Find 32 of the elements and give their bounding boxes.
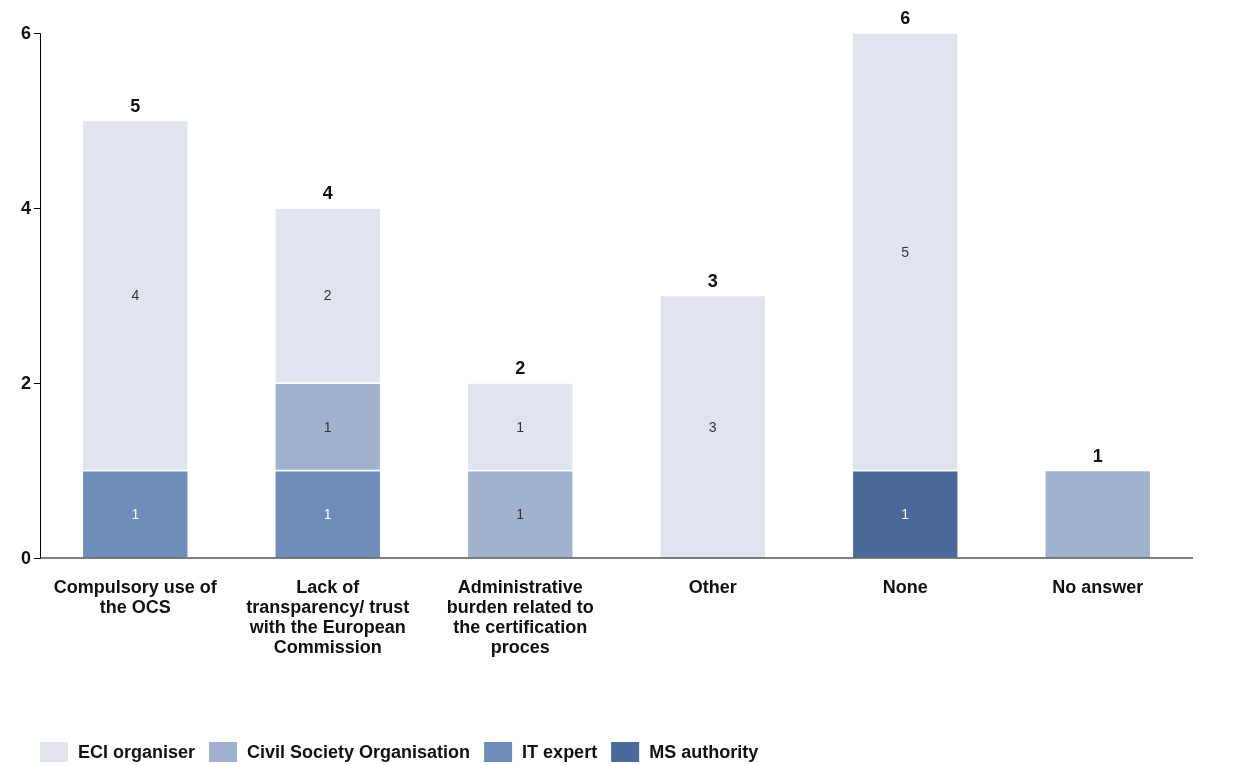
data-label: 1	[323, 506, 332, 523]
x-tick-label: No answer	[1052, 577, 1144, 597]
y-tick-label: 0	[20, 548, 31, 569]
data-label: 1	[516, 418, 525, 435]
data-label: 5	[901, 243, 910, 260]
data-label: 3	[708, 418, 717, 435]
y-tick-label: 4	[20, 198, 31, 219]
legend-label: ECI organiser	[78, 742, 196, 763]
x-tick-label: None	[882, 577, 928, 597]
bar	[1044, 469, 1152, 559]
total-label: 2	[515, 358, 526, 378]
data-label: 1	[901, 506, 910, 523]
total-label: 1	[1092, 445, 1103, 466]
total-label: 6	[900, 8, 911, 28]
x-tick-label: Administrative burden related to the certification proces	[446, 577, 594, 658]
x-tick-label: Lack of transparency/ trust with the European Commission	[246, 577, 410, 658]
y-tick-label: 2	[20, 373, 31, 394]
x-tick-label: Other	[688, 577, 737, 597]
data-label: 1	[516, 506, 525, 523]
data-label: 1	[323, 418, 332, 435]
data-label: 4	[131, 287, 140, 304]
data-label: 2	[323, 287, 332, 304]
y-tick-label: 6	[20, 23, 31, 44]
data-label: 1	[131, 506, 140, 523]
x-tick-label: Compulsory use of the OCS	[53, 577, 218, 618]
total-label: 5	[130, 95, 141, 116]
total-label: 4	[322, 183, 333, 203]
bar	[659, 294, 767, 559]
legend-label: IT expert	[522, 742, 598, 763]
total-label: 3	[707, 270, 718, 291]
legend-label: MS authority	[649, 742, 759, 763]
legend-label: Civil Society Organisation	[247, 742, 471, 763]
